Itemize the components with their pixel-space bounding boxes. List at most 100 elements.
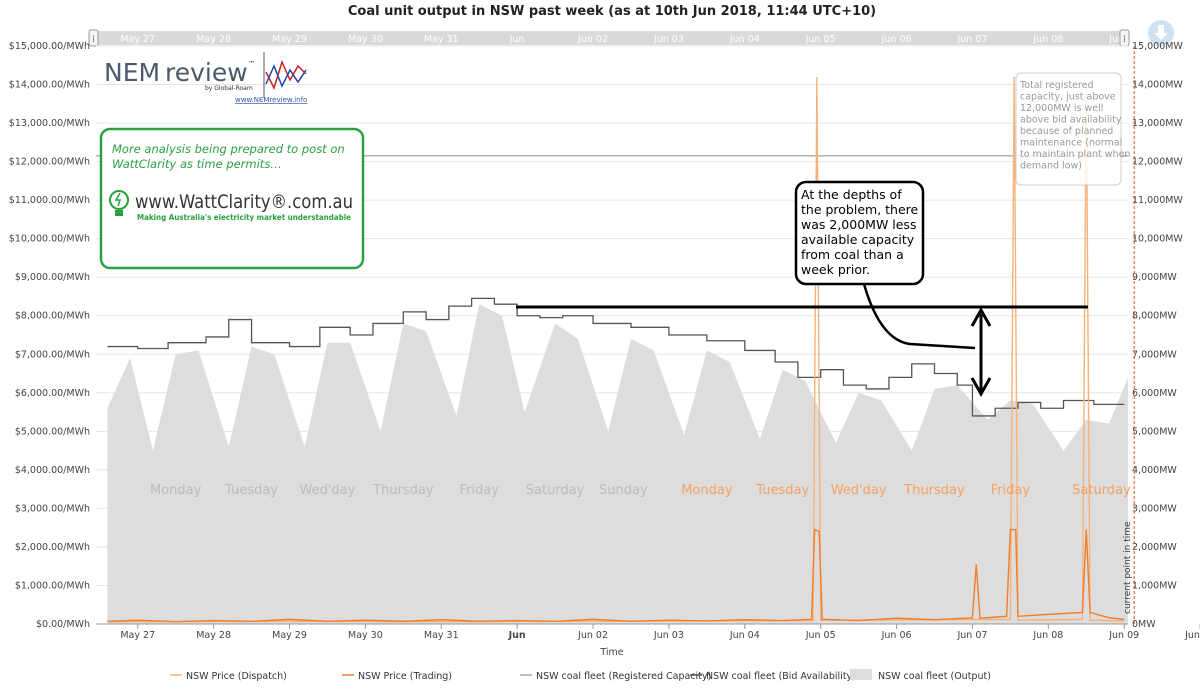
x-tick-label: Jun 09: [1108, 630, 1139, 641]
registered-note-line: maintenance (normal: [1020, 138, 1122, 149]
day-label: Thursday: [372, 483, 434, 498]
x-tick-label: Jun: [508, 630, 526, 641]
x-tick-label: May 29: [272, 630, 307, 641]
navigator-tick-label: Jun 02: [577, 34, 608, 45]
y-left-tick-label: $14,000.00/MWh: [9, 80, 90, 91]
navigator-tick-label: May 31: [424, 34, 459, 45]
y-right-tick-label: 11,000MW: [1132, 195, 1183, 206]
y-left-tick-label: $4,000.00/MWh: [15, 465, 90, 476]
y-left-tick-label: $3,000.00/MWh: [15, 503, 90, 514]
day-label: Tuesday: [224, 483, 278, 498]
registered-note-line: because of planned: [1020, 126, 1113, 137]
navigator-tick-label: May 27: [120, 34, 155, 45]
legend-label: NSW coal fleet (Registered Capacity): [536, 671, 711, 682]
registered-note-line: above bid availability: [1020, 115, 1122, 126]
day-label: Friday: [460, 483, 500, 498]
navigator-left-handle[interactable]: [88, 29, 99, 47]
legend: NSW Price (Dispatch) NSW Price (Trading) N…: [170, 669, 991, 682]
nemreview-brand-b: review: [165, 58, 248, 87]
x-tick-label: Jun 02: [577, 630, 608, 641]
y-left-tick-label: $8,000.00/MWh: [15, 311, 90, 322]
navigator-tick-label: Jun 07: [956, 34, 987, 45]
series-output-area: [107, 304, 1129, 624]
gap-arrow-head-down: [970, 377, 992, 398]
y-left-tick-label: $1,000.00/MWh: [15, 580, 90, 591]
callout-line: week prior.: [801, 262, 870, 277]
day-label: Friday: [991, 483, 1031, 498]
y-right-tick-label: 10,000MW: [1132, 234, 1183, 245]
day-label: Wed'day: [831, 483, 887, 498]
legend-swatch: [850, 669, 872, 680]
navigator-selection[interactable]: [98, 31, 1123, 45]
y-right-tick-label: 15,000MW: [1132, 41, 1183, 52]
x-axis-label: Time: [599, 647, 623, 658]
y-right-tick-label: 4,000MW: [1132, 465, 1177, 476]
day-labels: Monday Tuesday Wed'day Thursday Friday Saturd…: [150, 483, 1131, 498]
legend-label: NSW Price (Dispatch): [186, 671, 287, 682]
y-right-tick-label: 7,000MW: [1132, 349, 1177, 360]
nemreview-tm: ™: [248, 60, 255, 68]
y-right-tick-label: 14,000MW: [1132, 80, 1183, 91]
x-axis: May 27 May 28 May 29 May 30 May 31 Jun Jun 02 J…: [120, 624, 1200, 641]
y-left-tick-label: $7,000.00/MWh: [15, 349, 90, 360]
day-label: Wed'day: [300, 483, 356, 498]
callout-line: from coal than a: [801, 247, 904, 262]
nemreview-url[interactable]: www.NEMreview.info: [235, 96, 307, 104]
navigator-tick-label: May 29: [272, 34, 307, 45]
y-left-tick-label: $15,000.00/MWh: [9, 41, 90, 52]
callout-box: [794, 180, 925, 286]
y-right-tick-label: 8,000MW: [1132, 311, 1177, 322]
y-axis-right: 0MW 1,000MW 2,000MW 3,000MW 4,000MW 5,000MW 6,…: [1132, 41, 1183, 630]
series-bid-availability-line: [107, 297, 1125, 417]
x-tick-label: Jun 06: [881, 630, 912, 641]
day-label: Tuesday: [755, 483, 809, 498]
navigator-ticks: May 27 May 28 May 29 May 30 May 31 Jun Jun 02 J…: [120, 34, 1139, 45]
registered-note-box: [1015, 72, 1122, 186]
x-tick-label: Jun 08: [1032, 630, 1063, 641]
y-right-tick-label: 12,000MW: [1132, 157, 1183, 168]
x-tick-label: Jun 04: [729, 630, 760, 641]
x-tick-label: Jun 10: [1184, 630, 1200, 641]
promo-tagline: Making Australia's electricity market un…: [137, 213, 352, 222]
callout-pointer: [862, 283, 976, 350]
y-left-tick-label: $13,000.00/MWh: [9, 118, 90, 129]
navigator-tick-label: Jun 04: [729, 34, 760, 45]
nemreview-logo: NEM review ™ by Global-Roam www.NEMrevie…: [104, 52, 307, 104]
promo-site[interactable]: www.WattClarity®.com.au: [135, 191, 353, 213]
x-tick-label: May 31: [424, 630, 459, 641]
navigator[interactable]: May 27 May 28 May 29 May 30 May 31 Jun Jun 02 J…: [88, 29, 1139, 47]
wattclarity-promo: More analysis being prepared to post on …: [99, 127, 365, 270]
y-right-tick-label: 2,000MW: [1132, 542, 1177, 553]
y-right-tick-label: 1,000MW: [1132, 580, 1177, 591]
x-tick-label: May 30: [348, 630, 383, 641]
navigator-tick-label: Jun 05: [805, 34, 836, 45]
navigator-tick-label: Jun 08: [1032, 34, 1063, 45]
legend-label: NSW coal fleet (Output): [878, 671, 991, 682]
nemreview-brand-a: NEM: [104, 58, 160, 87]
y-left-tick-label: $2,000.00/MWh: [15, 542, 90, 553]
legend-label: NSW coal fleet (Bid Availability): [706, 671, 856, 682]
y-right-tick-label: 5,000MW: [1132, 426, 1177, 437]
navigator-tick-label: Jun 06: [881, 34, 912, 45]
registered-note-line: to maintain plant when: [1020, 149, 1130, 160]
download-icon[interactable]: [1148, 20, 1174, 46]
navigator-tick-label: Jun: [509, 34, 525, 45]
gap-arrow-head-up: [970, 306, 992, 327]
x-tick-label: Jun 03: [653, 630, 684, 641]
registered-note-line: capacity, just above: [1020, 92, 1116, 103]
y-left-tick-label: $9,000.00/MWh: [15, 272, 90, 283]
y-left-tick-label: $0.00/MWh: [36, 619, 90, 630]
y-left-tick-label: $11,000.00/MWh: [9, 195, 90, 206]
promo-line-2: WattClarity as time permits…: [112, 157, 282, 171]
y-right-tick-label: 3,000MW: [1132, 503, 1177, 514]
current-time-label: current point in time: [1123, 521, 1133, 614]
x-tick-label: Jun 05: [805, 630, 836, 641]
y-axis-left: $0.00/MWh $1,000.00/MWh $2,000.00/MWh $3,00…: [9, 41, 90, 630]
navigator-tick-label: Jun 03: [653, 34, 684, 45]
callout-line: At the depths of: [801, 187, 902, 202]
nemreview-by: by Global-Roam: [205, 85, 253, 92]
y-left-tick-label: $10,000.00/MWh: [9, 234, 90, 245]
